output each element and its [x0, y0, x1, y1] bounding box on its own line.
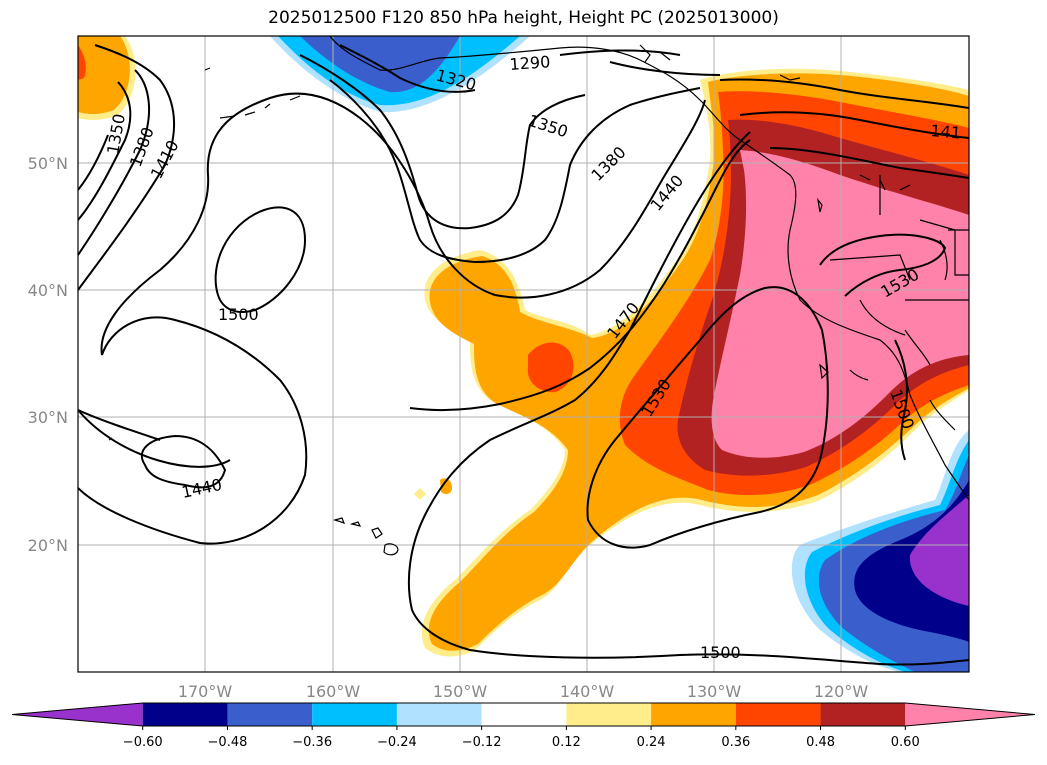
colorbar-segment — [905, 703, 1035, 726]
positive-anomaly-northwest — [78, 36, 136, 120]
map-area: 1290 1320 1350 1350 1380 1410 1380 1440 … — [78, 36, 969, 672]
colorbar-tick-label: 0.24 — [637, 735, 666, 750]
colorbar-segment — [481, 703, 567, 726]
contour-label-141: 141 — [930, 121, 962, 143]
lon-label-130w: 130°W — [687, 682, 742, 701]
map-frame — [77, 35, 970, 673]
colorbar: −0.60 −0.48 −0.36 −0.24 −0.12 0.12 0.24 0.36 0.4… — [11, 702, 1036, 750]
colorbar-segment — [651, 703, 736, 726]
colorbar-tick-label: 0.12 — [552, 735, 581, 750]
contour-label-1500-south: 1500 — [700, 643, 741, 662]
longitude-labels: 170°W 160°W 150°W 140°W 130°W 120°W — [178, 682, 869, 701]
lon-label-160w: 160°W — [306, 682, 361, 701]
colorbar-tick-label: 0.48 — [806, 735, 835, 750]
colorbar-segment — [820, 703, 906, 726]
colorbar-tick-label: 0.60 — [891, 735, 920, 750]
lat-label-40n: 40°N — [28, 281, 68, 300]
colorbar-segment — [142, 703, 228, 726]
colorbar-tick-label: −0.24 — [377, 735, 417, 750]
colorbar-segment — [396, 703, 482, 726]
map-title: 2025012500 F120 850 hPa height, Height P… — [268, 8, 779, 28]
latitude-labels: 50°N 40°N 30°N 20°N — [28, 154, 68, 555]
lat-label-20n: 20°N — [28, 536, 68, 555]
colorbar-tick-label: −0.48 — [208, 735, 248, 750]
gridlines — [78, 36, 969, 672]
colorbar-segment — [566, 703, 652, 726]
colorbar-segment — [12, 703, 143, 726]
colorbar-segment — [227, 703, 313, 726]
colorbar-tick-label: 0.36 — [721, 735, 750, 750]
lon-label-150w: 150°W — [433, 682, 488, 701]
lon-label-170w: 170°W — [178, 682, 233, 701]
colorbar-segment — [735, 703, 821, 726]
lon-label-120w: 120°W — [814, 682, 869, 701]
colorbar-segment — [312, 703, 397, 726]
contour-label-1290: 1290 — [509, 52, 551, 74]
lon-label-140w: 140°W — [560, 682, 615, 701]
height-contours — [78, 44, 969, 666]
negative-anomaly-southeast — [791, 430, 969, 672]
lat-label-30n: 30°N — [28, 408, 68, 427]
positive-anomaly-main — [414, 68, 969, 657]
lat-label-50n: 50°N — [28, 154, 68, 173]
contour-label-1500-west: 1500 — [218, 305, 259, 324]
colorbar-tick-label: −0.12 — [462, 735, 502, 750]
colorbar-tick-label: −0.36 — [292, 735, 332, 750]
colorbar-tick-label: −0.60 — [123, 735, 163, 750]
